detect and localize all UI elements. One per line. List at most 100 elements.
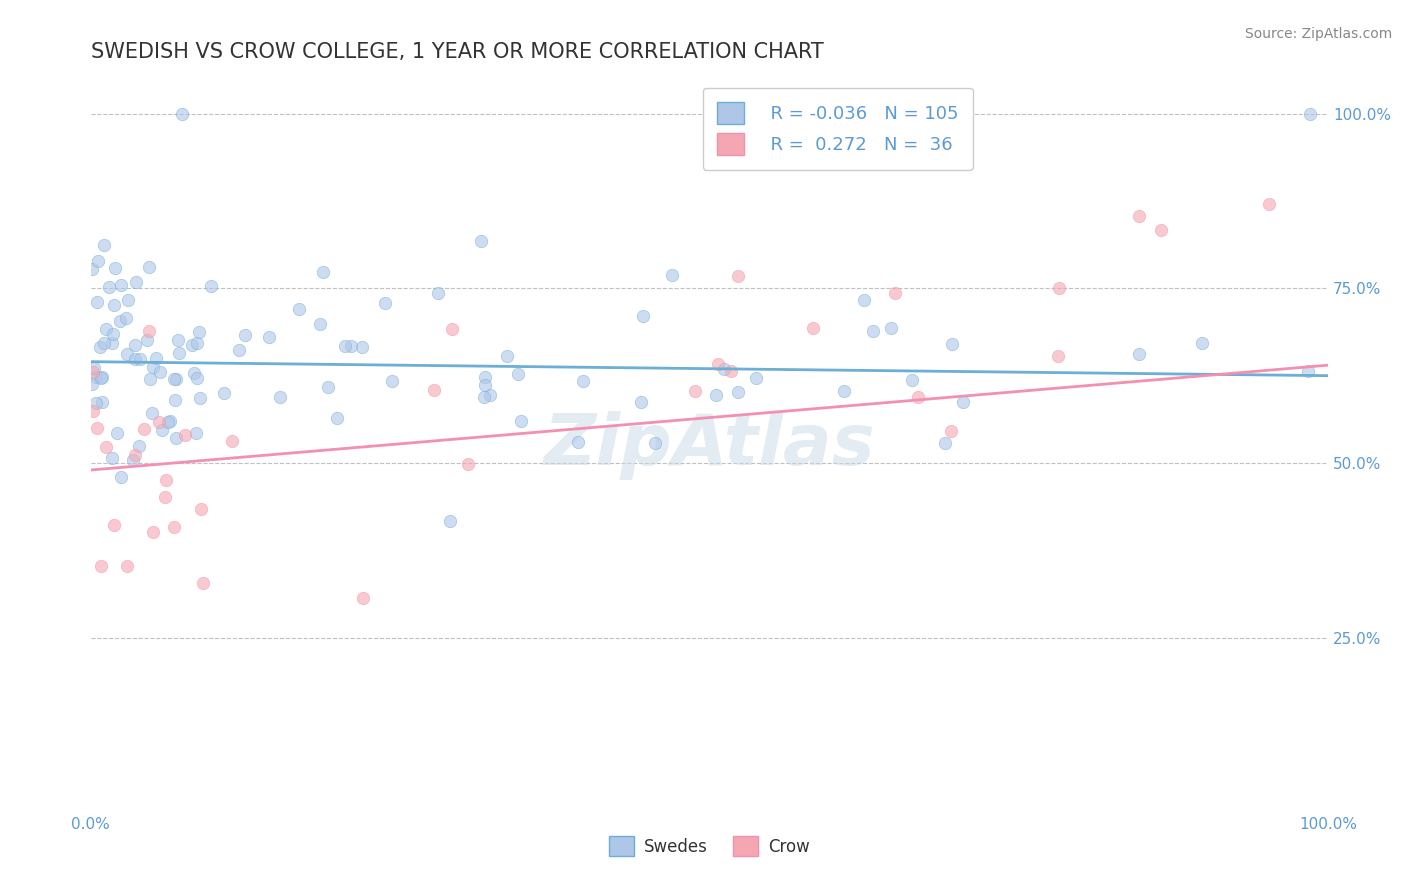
Point (853, 293, 876, 307)
Point (107, 426, 129, 441)
Point (142, 524, 165, 539)
Point (139, 372, 162, 386)
Point (644, 436, 666, 450)
Point (104, 261, 127, 276)
Point (166, 431, 188, 445)
Point (352, 591, 374, 606)
Point (269, 390, 291, 404)
Point (907, 390, 929, 404)
Point (186, 371, 208, 385)
Legend:   R = -0.036   N = 105,   R =  0.272   N =  36: R = -0.036 N = 105, R = 0.272 N = 36 (703, 87, 973, 169)
Point (1299, 106, 1322, 120)
Point (90, 558, 112, 573)
Point (374, 295, 396, 310)
Point (138, 260, 160, 275)
Point (80, 262, 103, 277)
Point (115, 558, 138, 573)
Point (427, 285, 450, 300)
Point (103, 518, 125, 533)
Point (707, 357, 730, 371)
Point (1191, 336, 1213, 351)
Point (86, 396, 108, 410)
Point (880, 321, 903, 335)
Point (727, 384, 749, 399)
Point (901, 373, 924, 387)
Point (136, 334, 159, 348)
Point (233, 327, 256, 342)
Point (720, 364, 742, 378)
Point (862, 324, 884, 338)
Point (153, 490, 176, 504)
Point (93, 238, 115, 252)
Point (108, 314, 131, 328)
Point (567, 435, 589, 450)
Point (83, 360, 105, 375)
Point (124, 448, 146, 462)
Point (474, 370, 496, 384)
Point (472, 390, 495, 404)
Point (1150, 223, 1173, 237)
Point (173, 428, 195, 442)
Point (90, 370, 112, 384)
Point (439, 514, 461, 528)
Point (124, 352, 146, 367)
Point (474, 378, 496, 392)
Point (101, 336, 124, 351)
Point (117, 293, 139, 307)
Point (422, 383, 444, 397)
Point (148, 415, 170, 429)
Point (128, 439, 150, 453)
Point (478, 388, 501, 402)
Point (101, 327, 124, 342)
Point (96, 440, 118, 454)
Point (496, 350, 519, 364)
Point (93, 336, 115, 351)
Point (457, 457, 479, 471)
Point (470, 234, 492, 248)
Point (1049, 281, 1071, 295)
Point (381, 374, 404, 388)
Point (934, 436, 956, 450)
Point (86, 294, 108, 309)
Point (165, 372, 187, 386)
Point (103, 298, 125, 312)
Point (309, 317, 332, 331)
Point (125, 275, 148, 289)
Point (228, 343, 250, 358)
Point (163, 392, 186, 407)
Point (159, 414, 181, 428)
Point (155, 473, 177, 487)
Point (82, 404, 104, 418)
Point (259, 330, 281, 344)
Point (142, 359, 165, 374)
Point (1047, 349, 1070, 363)
Point (801, 321, 824, 335)
Point (90, 371, 112, 385)
Point (122, 452, 145, 467)
Point (661, 268, 683, 282)
Text: ZipAtlas: ZipAtlas (544, 411, 876, 480)
Point (183, 366, 205, 380)
Point (141, 406, 163, 420)
Point (91, 394, 114, 409)
Point (941, 336, 963, 351)
Point (149, 365, 172, 379)
Point (883, 285, 905, 300)
Point (704, 388, 727, 402)
Point (166, 333, 188, 347)
Point (1128, 347, 1150, 361)
Point (150, 423, 173, 437)
Point (572, 374, 595, 388)
Point (97, 280, 120, 294)
Point (186, 336, 208, 351)
Point (352, 340, 374, 354)
Point (115, 346, 138, 360)
Text: Source: ZipAtlas.com: Source: ZipAtlas.com (1244, 27, 1392, 41)
Point (630, 394, 652, 409)
Point (200, 278, 222, 293)
Point (86, 370, 108, 384)
Point (1298, 364, 1320, 378)
Point (745, 371, 768, 385)
Point (110, 470, 132, 484)
Point (683, 384, 706, 398)
